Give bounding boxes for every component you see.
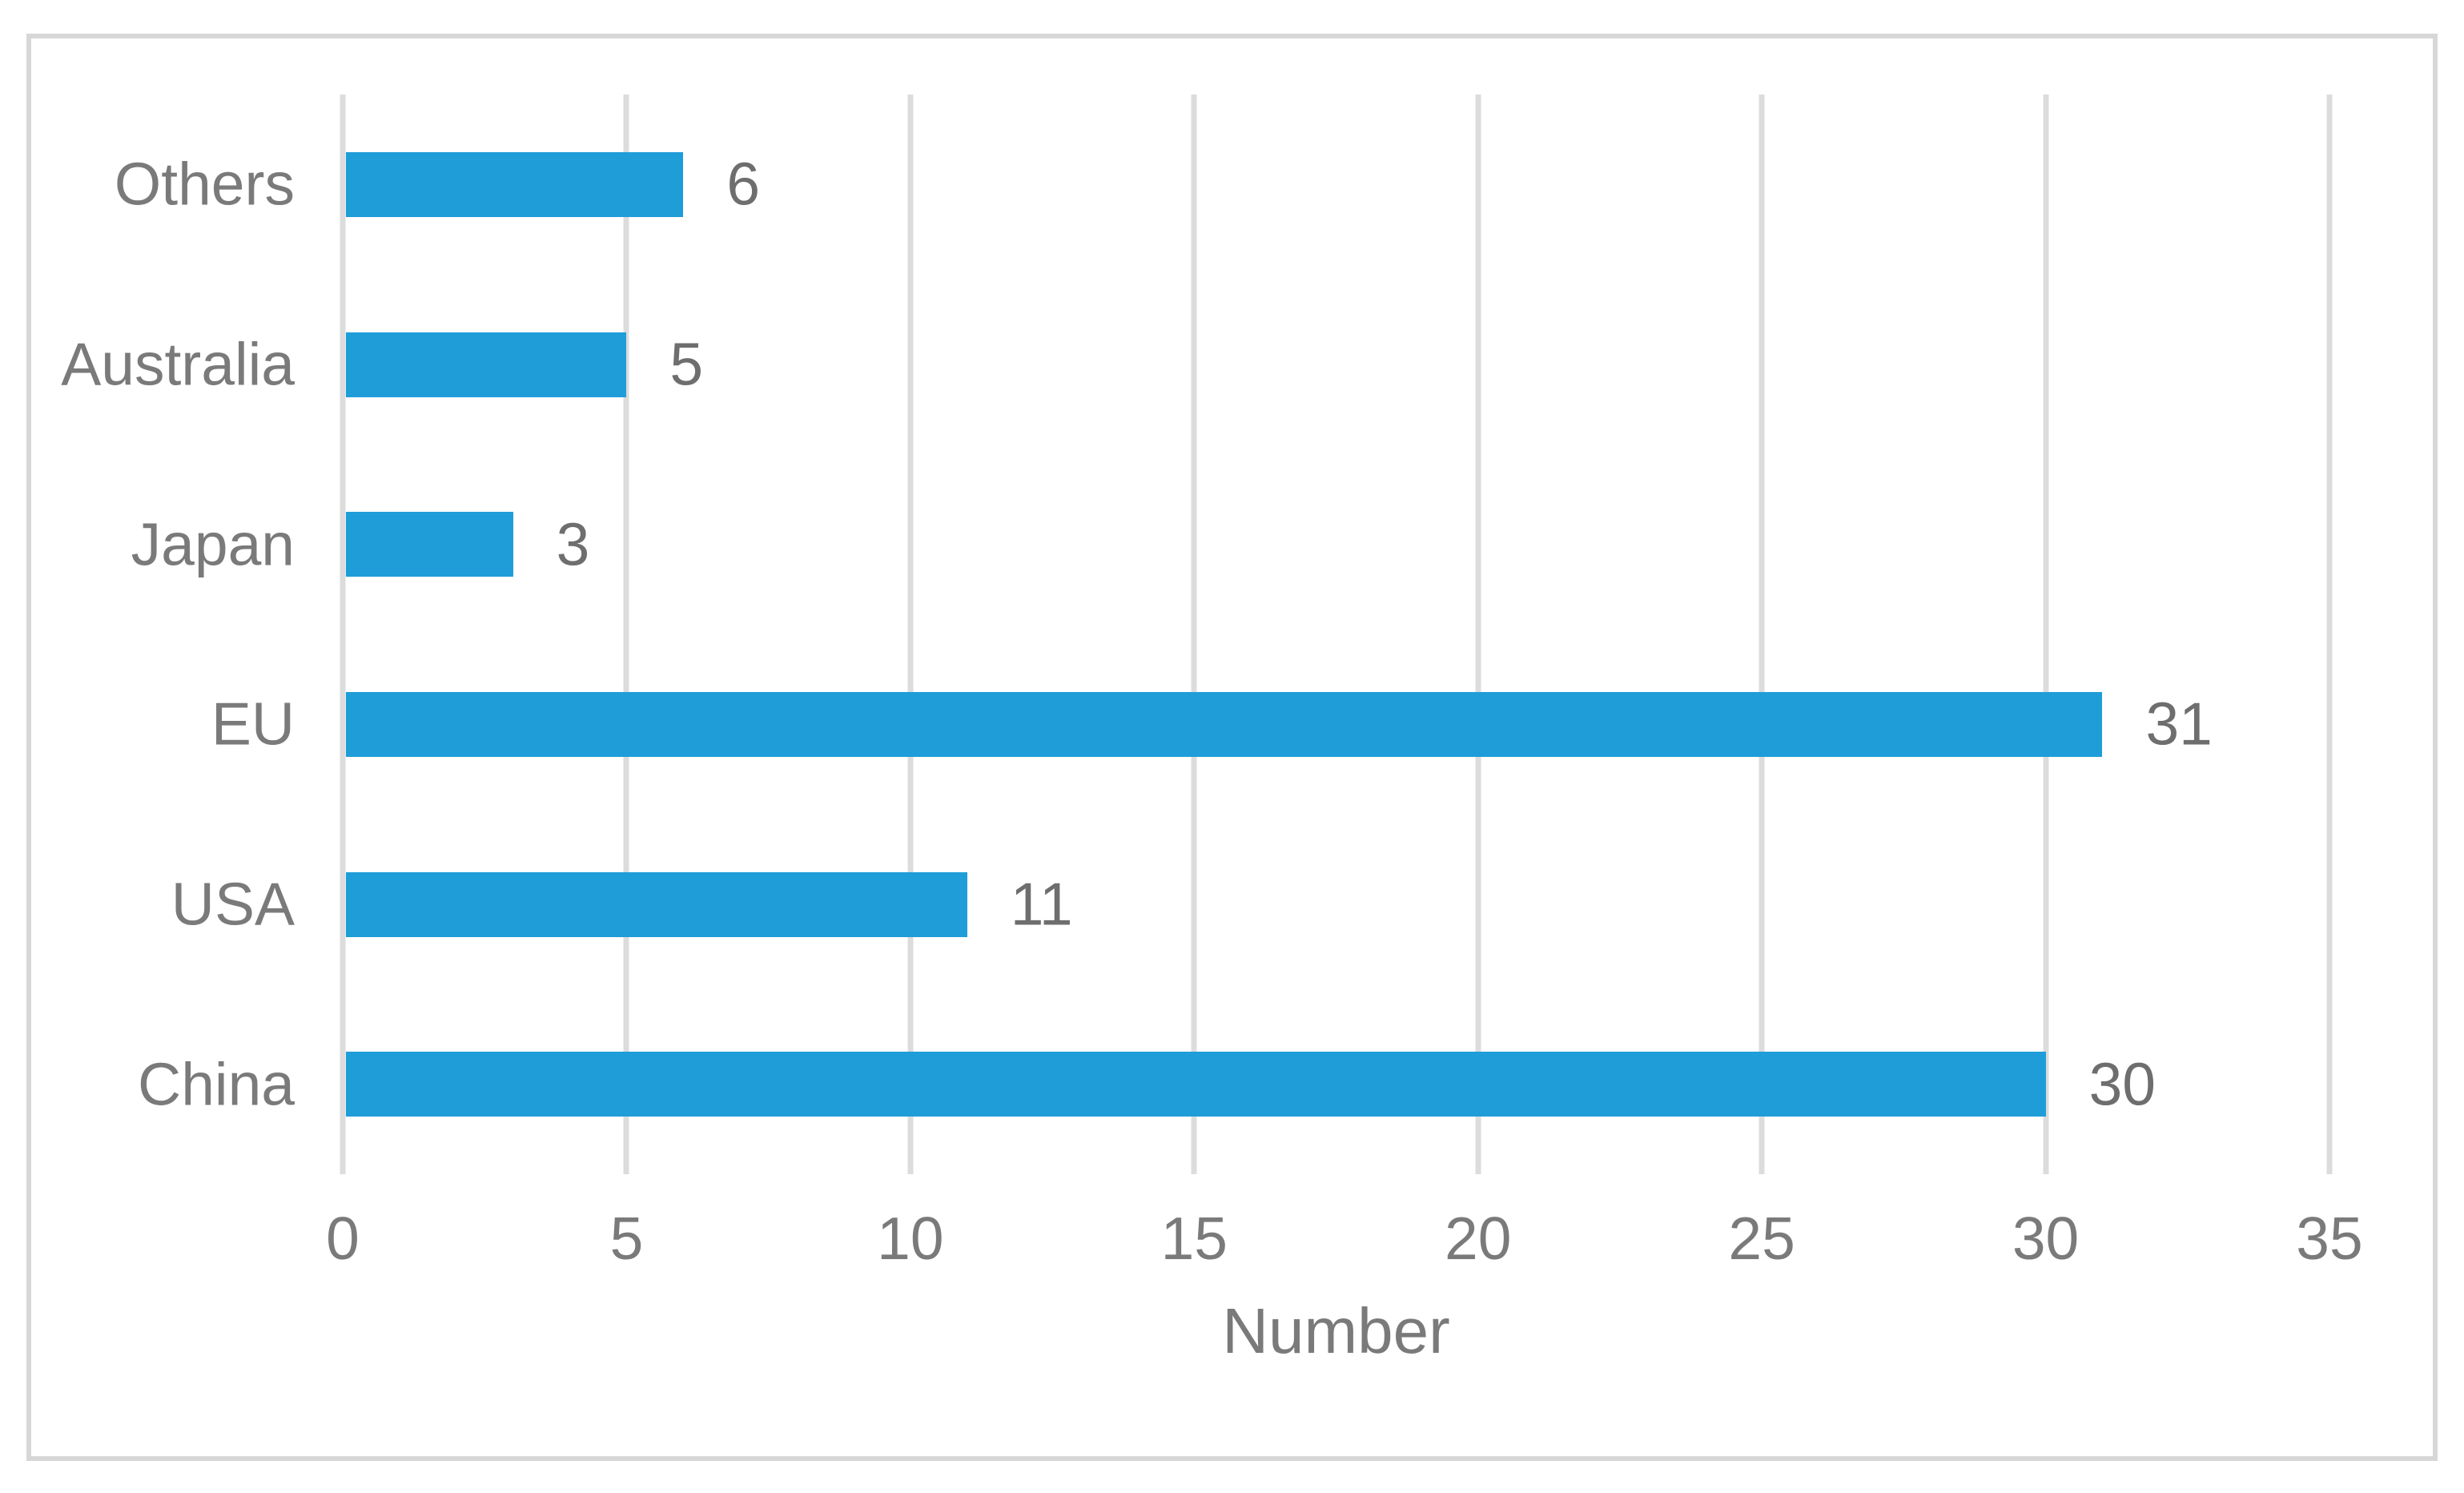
category-label-usa: USA [171,870,295,938]
gridline-30 [2043,95,2049,1174]
gridline-35 [2326,95,2333,1174]
value-label-china: 30 [2088,1050,2156,1118]
x-tick-label-0: 0 [326,1205,360,1272]
x-tick-label-25: 25 [1728,1205,1795,1272]
gridline-0 [340,95,346,1174]
bar-others [346,151,684,217]
gridline-15 [1191,95,1197,1174]
x-tick-label-10: 10 [877,1205,944,1272]
gridline-5 [623,95,629,1174]
x-tick-label-20: 20 [1444,1205,1512,1272]
category-label-australia: Australia [61,330,295,398]
x-axis-title: Number [1222,1295,1450,1366]
bar-china [346,1052,2046,1117]
gridline-25 [1759,95,1765,1174]
x-tick-label-35: 35 [2296,1205,2363,1272]
bar-japan [346,512,513,577]
category-label-china: China [138,1050,295,1118]
bar-australia [346,332,627,397]
plot-area: Others 6 Australia 5 Japan 3 EU 31 USA 11 China 30 [61,95,2333,1174]
value-label-usa: 11 [1010,870,1073,938]
gridline-20 [1475,95,1481,1174]
x-tick-label-5: 5 [609,1205,644,1272]
gridline-10 [907,95,914,1174]
bar-eu [346,691,2103,757]
category-label-japan: Japan [131,510,295,578]
value-label-eu: 31 [2145,690,2213,758]
bar-usa [346,871,967,937]
value-label-japan: 3 [556,510,590,578]
x-tick-label-30: 30 [2012,1205,2080,1272]
category-label-others: Others [114,150,295,218]
x-tick-label-15: 15 [1160,1205,1228,1272]
category-label-eu: EU [211,690,295,758]
value-label-australia: 5 [669,330,704,398]
value-label-others: 6 [726,150,761,218]
